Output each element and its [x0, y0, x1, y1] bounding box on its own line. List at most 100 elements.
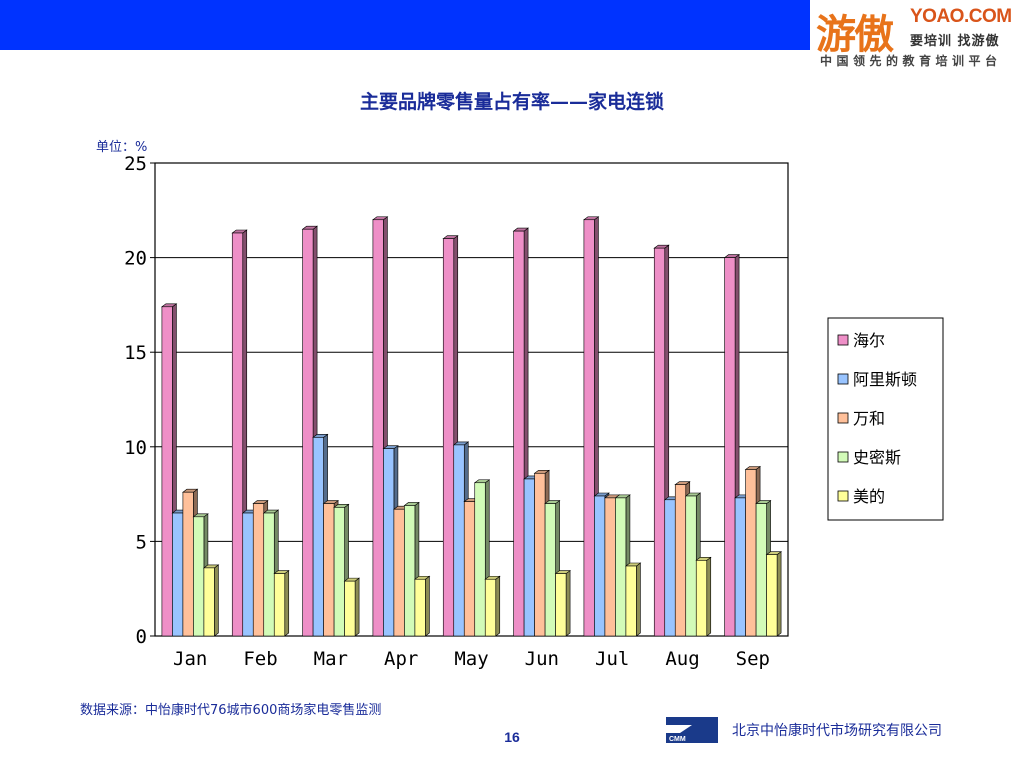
bar-front [263, 512, 275, 637]
legend-swatch [837, 490, 849, 502]
bar-front [182, 491, 194, 637]
bar-side [776, 551, 782, 637]
bar [273, 569, 290, 637]
bar-front [615, 497, 627, 637]
page-title: 主要品牌零售量占有率——家电连锁 [359, 91, 664, 113]
logo-main-text: 游傲 [816, 12, 894, 58]
company-name: 北京中怡康时代市场研究有限公司 [732, 723, 942, 739]
bar-front [513, 230, 525, 637]
bar-front [372, 219, 384, 637]
x-tick-label: Jun [525, 648, 559, 670]
legend-label: 万和 [853, 409, 885, 428]
x-tick-label: Sep [736, 648, 770, 670]
bar-side [636, 562, 641, 637]
bar-front [766, 554, 778, 637]
bar-front [323, 503, 335, 637]
bar-front [534, 472, 546, 637]
legend-swatch [837, 373, 849, 385]
cmm-logo: CMM [666, 717, 718, 743]
bar-front [312, 437, 324, 637]
x-tick-label: Jan [173, 648, 207, 670]
bar-front [484, 578, 497, 637]
page-number: 16 [504, 729, 520, 745]
bar-front [203, 567, 215, 637]
x-axis-ticks: Jan Feb Mar Apr May Jun Jul Aug Sep [173, 648, 770, 670]
bars [161, 216, 782, 637]
y-tick-label: 15 [124, 342, 147, 364]
legend-label: 美的 [853, 487, 885, 506]
y-axis-ticks: 0 5 10 15 20 25 [124, 153, 155, 648]
bar-side [425, 575, 430, 637]
bar-front [393, 508, 405, 637]
bar-side [706, 556, 712, 637]
bar-side [354, 577, 360, 637]
bar [554, 569, 571, 637]
legend-swatch [837, 451, 849, 463]
bar-front [414, 578, 426, 637]
bar-front [594, 495, 606, 637]
bar-front [273, 573, 286, 637]
bar [203, 564, 220, 637]
yoao-logo[interactable]: 游傲 YOAO.COM 要培训 找游傲 中国领先的教育培训平台 [810, 0, 1024, 72]
bar-front [755, 503, 767, 637]
bar-front [653, 247, 666, 637]
legend-swatch [837, 412, 849, 424]
bar-front [523, 478, 535, 637]
legend-swatch [837, 334, 849, 346]
bar-front [193, 516, 205, 637]
bar-front [252, 503, 265, 637]
bar-front [664, 499, 676, 637]
bar-front [242, 512, 254, 637]
logo-subtitle: 中国领先的教育培训平台 [820, 54, 1002, 68]
bar [414, 575, 431, 637]
bar-front [474, 482, 486, 637]
bar-side [214, 564, 219, 637]
y-tick-label: 0 [136, 626, 147, 648]
unit-label: 单位：% [96, 140, 148, 155]
bar-front [344, 580, 356, 637]
bar [695, 556, 712, 637]
bar-front [463, 501, 476, 637]
bar [484, 575, 501, 637]
y-tick-label: 20 [124, 248, 147, 270]
bar-front [544, 503, 556, 637]
bar-front [583, 219, 595, 637]
x-tick-label: Apr [384, 648, 418, 670]
bar-front [695, 560, 708, 637]
x-tick-label: May [454, 648, 488, 670]
bar-front [674, 484, 687, 637]
bar-front [302, 228, 314, 637]
y-tick-label: 10 [124, 437, 147, 459]
bar-front [383, 448, 395, 637]
bar-side [565, 569, 571, 637]
x-tick-label: Jul [595, 648, 629, 670]
x-tick-label: Aug [665, 648, 699, 670]
legend-label: 史密斯 [853, 448, 901, 467]
cmm-logo-text: CMM [669, 736, 686, 743]
legend-label: 阿里斯顿 [853, 370, 917, 389]
logo-tagline: 要培训 找游傲 [910, 34, 1000, 49]
bar-side [284, 569, 290, 637]
y-tick-label: 5 [136, 531, 147, 553]
bar-front [161, 306, 173, 637]
bar-front [442, 238, 455, 637]
bar-front [333, 507, 345, 637]
legend-label: 海尔 [853, 331, 885, 350]
data-source-note: 数据来源：中怡康时代76城市600商场家电零售监测 [80, 703, 382, 718]
bar-front [404, 505, 416, 637]
bar-front [724, 257, 736, 637]
x-tick-label: Feb [243, 648, 277, 670]
y-tick-label: 25 [124, 153, 147, 175]
bar [343, 577, 360, 637]
bar-front [231, 232, 244, 637]
logo-domain-text: YOAO.COM [910, 6, 1012, 27]
bar-front [734, 497, 746, 637]
bar-front [453, 444, 465, 637]
bar-front [685, 495, 697, 637]
bar [765, 551, 782, 637]
bar-front [625, 565, 637, 637]
bar [625, 562, 642, 637]
bar-front [172, 512, 184, 637]
